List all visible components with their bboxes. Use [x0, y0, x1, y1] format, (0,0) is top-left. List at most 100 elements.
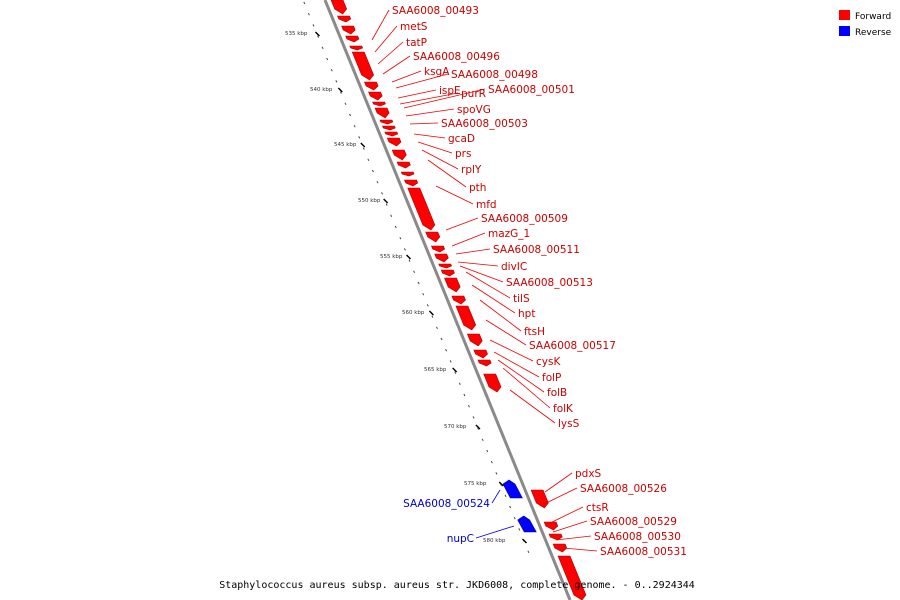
forward-gene-feature[interactable]	[345, 35, 360, 43]
gene-label[interactable]: tilS	[513, 293, 530, 305]
gene-label[interactable]: folB	[547, 387, 567, 399]
gene-label[interactable]: rplY	[461, 164, 482, 176]
gene-label[interactable]: mazG_1	[488, 228, 530, 240]
ruler-tick-label: 535 kbp	[285, 31, 308, 37]
gene-label[interactable]: SAA6008_00513	[506, 277, 593, 289]
ruler-minor-tick	[431, 315, 434, 318]
forward-gene-feature[interactable]	[548, 533, 563, 541]
forward-gene-feature[interactable]	[466, 333, 483, 347]
gene-label[interactable]: SAA6008_00503	[441, 118, 528, 130]
gene-label[interactable]: cysK	[536, 356, 561, 368]
forward-gene-feature[interactable]	[444, 277, 461, 293]
gene-label[interactable]: ctsR	[586, 502, 609, 514]
ruler-minor-tick	[317, 35, 319, 38]
gene-label[interactable]: ftsH	[524, 326, 545, 338]
forward-gene-feature[interactable]	[364, 81, 379, 91]
gene-label[interactable]: folP	[542, 372, 561, 384]
gene-label[interactable]: SAA6008_00529	[590, 516, 677, 528]
forward-gene-feature[interactable]	[391, 149, 407, 161]
forward-gene-feature[interactable]	[552, 543, 568, 553]
gene-label[interactable]: pdxS	[575, 468, 602, 480]
gene-label[interactable]: SAA6008_00526	[580, 483, 667, 495]
forward-gene-feature[interactable]	[337, 15, 352, 23]
ruler-minor-tick	[509, 505, 512, 509]
gene-label[interactable]: purR	[461, 88, 486, 100]
forward-gene-feature[interactable]	[400, 171, 415, 177]
reverse-gene-feature[interactable]	[517, 515, 537, 533]
gene-label[interactable]: pth	[469, 182, 486, 194]
gene-label[interactable]: SAA6008_00496	[413, 51, 500, 63]
legend-swatch-reverse	[839, 26, 850, 36]
forward-gene-feature[interactable]	[341, 25, 356, 35]
forward-gene-feature[interactable]	[451, 295, 466, 305]
forward-gene-feature[interactable]	[431, 245, 446, 253]
gene-label[interactable]: SAA6008_00524	[403, 498, 490, 510]
forward-gene-feature[interactable]	[530, 489, 549, 509]
gene-label[interactable]: SAA6008_00501	[488, 84, 575, 96]
gene-label[interactable]: SAA6008_00530	[594, 531, 681, 543]
ruler-minor-tick	[435, 326, 438, 330]
forward-gene-feature[interactable]	[440, 269, 455, 277]
reverse-gene-labels: SAA6008_00524 nupC	[403, 498, 490, 545]
forward-gene-feature[interactable]	[351, 51, 374, 81]
forward-gene-feature[interactable]	[455, 305, 477, 331]
gene-label[interactable]: SAA6008_00498	[451, 69, 538, 81]
forward-gene-feature[interactable]	[473, 349, 488, 359]
gene-label[interactable]: ksgA	[424, 66, 450, 78]
forward-gene-feature[interactable]	[396, 161, 411, 169]
gene-label[interactable]: spoVG	[457, 104, 491, 116]
gene-label[interactable]: SAA6008_00531	[600, 546, 687, 558]
ruler-minor-tick	[486, 449, 489, 453]
forward-gene-feature[interactable]	[372, 101, 386, 107]
gene-label[interactable]: SAA6008_00493	[392, 5, 479, 17]
forward-gene-feature[interactable]	[557, 555, 587, 600]
gene-label[interactable]: divIC	[501, 261, 527, 273]
forward-gene-feature[interactable]	[425, 231, 441, 243]
gene-label[interactable]: nupC	[447, 533, 474, 545]
forward-gene-feature[interactable]	[384, 131, 399, 137]
forward-gene-feature[interactable]	[374, 107, 390, 119]
forward-gene-feature[interactable]	[368, 91, 383, 101]
forward-gene-feature[interactable]	[434, 253, 449, 263]
ruler-tick-label: 575 kbp	[464, 481, 487, 487]
gene-label[interactable]: mfd	[476, 199, 497, 211]
label-leaders	[371, 9, 598, 552]
gene-label[interactable]: lysS	[558, 418, 580, 430]
forward-gene-feature[interactable]	[483, 373, 502, 393]
gene-label[interactable]: folK	[553, 403, 574, 415]
forward-gene-feature[interactable]	[386, 137, 402, 147]
forward-gene-feature[interactable]	[438, 263, 453, 269]
forward-gene-feature[interactable]	[404, 179, 419, 187]
label-leader	[544, 472, 573, 493]
ruler-minor-tick	[330, 68, 333, 72]
ruler-minor-tick	[454, 371, 457, 374]
reverse-gene-feature[interactable]	[502, 479, 523, 499]
label-leader	[374, 25, 398, 53]
gene-label[interactable]: hpt	[518, 308, 535, 320]
label-leader	[371, 9, 390, 41]
ruler-tick-label: 545 kbp	[334, 142, 357, 148]
forward-gene-feature[interactable]	[330, 0, 348, 15]
gene-label[interactable]: SAA6008_00511	[493, 244, 580, 256]
label-leader	[491, 489, 501, 504]
forward-gene-feature[interactable]	[543, 521, 559, 531]
forward-gene-feature[interactable]	[382, 125, 396, 131]
gene-label[interactable]: SAA6008_00517	[529, 340, 616, 352]
forward-gene-feature[interactable]	[477, 359, 492, 367]
ruler-minor-tick	[394, 225, 397, 229]
ruler-minor-tick	[321, 46, 324, 50]
gene-label[interactable]: metS	[400, 21, 428, 33]
gene-label[interactable]: SAA6008_00509	[481, 213, 568, 225]
ruler-major-tick	[498, 481, 504, 487]
forward-gene-feature[interactable]	[379, 119, 394, 125]
gene-label[interactable]: ispE	[439, 85, 461, 97]
gene-label[interactable]: prs	[455, 148, 471, 160]
label-leader	[459, 265, 504, 283]
forward-gene-feature[interactable]	[349, 45, 363, 51]
forward-gene-feature[interactable]	[407, 187, 436, 231]
legend-swatch-forward	[839, 10, 850, 20]
label-leader	[489, 339, 534, 362]
gene-label[interactable]: gcaD	[448, 133, 475, 145]
gene-label[interactable]: tatP	[406, 37, 427, 49]
